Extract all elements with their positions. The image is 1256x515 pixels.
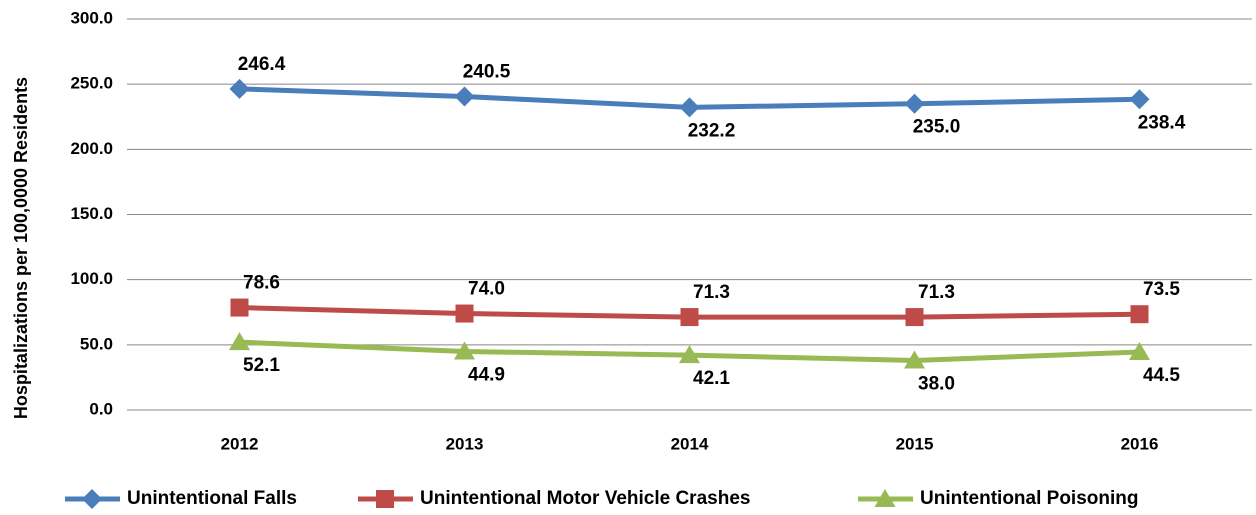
data-label: 240.5: [463, 62, 511, 83]
marker: [904, 93, 925, 114]
x-tick-label: 2016: [1121, 434, 1159, 453]
y-tick-label: 200.0: [70, 139, 113, 158]
marker: [229, 78, 250, 99]
marker: [229, 332, 250, 351]
data-label: 74.0: [468, 279, 505, 300]
data-label: 246.4: [238, 54, 286, 75]
x-tick-label: 2013: [446, 434, 484, 453]
data-label: 232.2: [688, 120, 736, 141]
data-label: 71.3: [693, 282, 730, 303]
legend-marker: [376, 490, 394, 508]
marker: [230, 298, 249, 317]
data-label: 71.3: [918, 282, 955, 303]
y-axis-label: Hospitalizations per 100,0000 Residents: [11, 77, 31, 419]
marker: [1130, 305, 1149, 324]
marker: [679, 345, 700, 364]
marker: [905, 308, 924, 327]
data-label: 73.5: [1143, 279, 1180, 300]
marker: [679, 97, 700, 118]
marker: [1129, 342, 1150, 361]
y-tick-label: 100.0: [70, 269, 113, 288]
marker: [455, 304, 474, 323]
legend-label: Unintentional Poisoning: [920, 488, 1138, 509]
x-tick-label: 2014: [671, 434, 709, 453]
legend-label: Unintentional Falls: [127, 488, 297, 509]
marker: [454, 341, 475, 360]
legend-marker: [874, 489, 896, 507]
marker: [904, 350, 925, 369]
data-label: 44.5: [1143, 365, 1180, 386]
data-label: 44.9: [468, 364, 505, 385]
data-label: 38.0: [918, 373, 955, 394]
y-tick-label: 150.0: [70, 204, 113, 223]
marker: [1129, 89, 1150, 110]
marker: [680, 308, 699, 327]
y-tick-label: 0.0: [89, 399, 113, 418]
y-tick-label: 300.0: [70, 8, 113, 27]
data-label: 78.6: [243, 273, 280, 294]
data-label: 238.4: [1138, 112, 1186, 133]
legend-label: Unintentional Motor Vehicle Crashes: [420, 488, 750, 509]
marker: [454, 86, 475, 107]
data-label: 52.1: [243, 355, 280, 376]
data-label: 42.1: [693, 368, 730, 389]
x-tick-label: 2015: [896, 434, 934, 453]
data-label: 235.0: [913, 117, 961, 138]
legend-marker: [82, 489, 102, 509]
y-tick-label: 50.0: [80, 334, 113, 353]
y-tick-label: 250.0: [70, 74, 113, 93]
x-tick-label: 2012: [221, 434, 259, 453]
